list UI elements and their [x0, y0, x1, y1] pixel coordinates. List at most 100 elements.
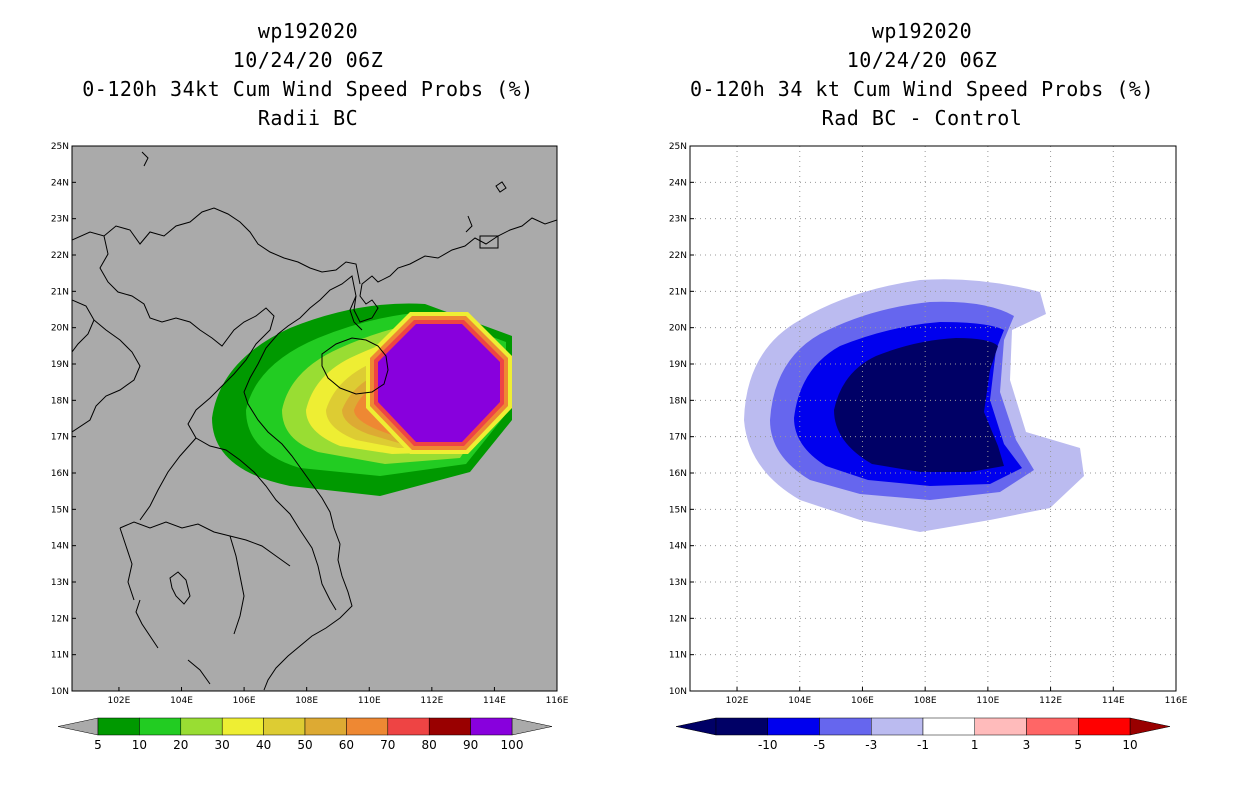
left-colorbar-right-arrow	[511, 717, 553, 736]
left-colorbar-label: 70	[380, 738, 395, 752]
left-lat-label: 20N	[51, 324, 69, 334]
left-colorbar-swatch	[263, 717, 306, 736]
left-colorbar-label: 60	[339, 738, 354, 752]
right-colorbar-label: -5	[814, 738, 826, 752]
left-colorbar-swatch	[346, 717, 389, 736]
left-colorbar-label: 20	[173, 738, 188, 752]
right-lat-label: 14N	[669, 542, 687, 552]
left-colorbar-label: 30	[215, 738, 230, 752]
left-colorbar-label: 80	[422, 738, 437, 752]
right-product-title: 0-120h 34 kt Cum Wind Speed Probs (%)	[689, 77, 1155, 101]
right-colorbar-label: -1	[917, 738, 929, 752]
right-colorbar-right-arrow	[1129, 717, 1171, 736]
right-lat-label: 23N	[669, 215, 687, 225]
right-lat-label: 25N	[669, 142, 687, 152]
left-storm-id: wp192020	[257, 19, 359, 43]
right-lat-label: 24N	[669, 178, 687, 188]
right-lat-label: 22N	[669, 251, 687, 261]
right-lon-label: 104E	[788, 696, 811, 706]
right-panel-titles: wp192020 10/24/20 06Z 0-120h 34 kt Cum W…	[662, 17, 1182, 133]
right-lat-label: 21N	[669, 287, 687, 297]
left-colorbar-label: 50	[297, 738, 312, 752]
left-lon-label: 106E	[233, 696, 256, 706]
right-map-frame	[689, 145, 1177, 692]
right-lat-label: 11N	[669, 651, 687, 661]
left-lat-label: 23N	[51, 215, 69, 225]
left-lat-label: 16N	[51, 469, 69, 479]
right-lon-label: 112E	[1039, 696, 1062, 706]
left-lon-label: 116E	[546, 696, 569, 706]
left-colorbar-swatch	[304, 717, 347, 736]
right-colorbar: -10 -5 -3 -1 1 3 5 10	[675, 717, 1171, 752]
left-lon-label: 102E	[107, 696, 130, 706]
left-colorbar-swatch	[97, 717, 140, 736]
right-colorbar-label: -10	[758, 738, 778, 752]
left-lat-label: 18N	[51, 396, 69, 406]
right-colorbar-swatch	[1078, 717, 1131, 736]
left-lon-label: 104E	[170, 696, 193, 706]
left-product-subtitle: Radii BC	[257, 106, 359, 130]
right-colorbar-label: 1	[971, 738, 979, 752]
right-product-subtitle: Rad BC - Control	[821, 106, 1023, 130]
right-colorbar-swatch	[819, 717, 872, 736]
left-colorbar-label: 90	[463, 738, 478, 752]
left-lon-axis: 102E 104E 106E 108E 110E 112E 114E 116E	[107, 687, 569, 706]
right-colorbar-swatch	[871, 717, 924, 736]
left-lon-label: 110E	[358, 696, 381, 706]
right-lat-label: 12N	[669, 614, 687, 624]
right-colorbar-label: 5	[1074, 738, 1082, 752]
right-colorbar-swatch	[974, 717, 1027, 736]
right-datetime: 10/24/20 06Z	[846, 48, 998, 72]
left-lat-label: 17N	[51, 433, 69, 443]
left-probability-contours	[212, 303, 512, 496]
right-storm-id: wp192020	[871, 19, 973, 43]
left-colorbar: 5 10 20 30 40 50 60 70 80 90 100	[57, 717, 553, 752]
right-lat-label: 20N	[669, 324, 687, 334]
left-colorbar-swatch	[428, 717, 471, 736]
left-colorbar-swatch	[221, 717, 264, 736]
left-lon-label: 112E	[420, 696, 443, 706]
right-lon-label: 110E	[976, 696, 999, 706]
right-lon-label: 116E	[1165, 696, 1188, 706]
left-colorbar-label: 10	[132, 738, 147, 752]
right-colorbar-left-arrow	[675, 717, 717, 736]
left-datetime: 10/24/20 06Z	[232, 48, 384, 72]
left-colorbar-label: 5	[94, 738, 102, 752]
right-colorbar-label: 3	[1023, 738, 1031, 752]
right-minus10-region	[834, 338, 1004, 472]
right-lon-label: 108E	[914, 696, 937, 706]
right-colorbar-swatch	[1026, 717, 1079, 736]
left-lat-label: 22N	[51, 251, 69, 261]
right-lat-label: 18N	[669, 396, 687, 406]
left-100pct-region	[378, 324, 500, 442]
right-lon-label: 102E	[726, 696, 749, 706]
left-colorbar-swatch	[387, 717, 430, 736]
right-lon-axis: 102E 104E 106E 108E 110E 112E 114E 116E	[726, 687, 1188, 706]
left-map-frame	[71, 145, 558, 692]
right-colorbar-swatch	[922, 717, 975, 736]
right-lat-label: 17N	[669, 433, 687, 443]
left-lat-label: 15N	[51, 505, 69, 515]
left-lon-label: 108E	[295, 696, 318, 706]
right-lat-label: 13N	[669, 578, 687, 588]
right-map: 25N 24N 23N 22N 21N 20N 19N 18N 17N 16N 15N 14N 13N 1…	[669, 142, 1188, 706]
left-lat-label: 14N	[51, 542, 69, 552]
left-product-title: 0-120h 34kt Cum Wind Speed Probs (%)	[82, 77, 534, 101]
left-lat-label: 19N	[51, 360, 69, 370]
right-lon-label: 106E	[851, 696, 874, 706]
right-lat-label: 15N	[669, 505, 687, 515]
right-colorbar-swatch	[715, 717, 768, 736]
right-colorbar-swatch	[767, 717, 820, 736]
left-lat-label: 11N	[51, 651, 69, 661]
left-colorbar-label: 40	[256, 738, 271, 752]
left-panel-titles: wp192020 10/24/20 06Z 0-120h 34kt Cum Wi…	[48, 17, 568, 133]
left-lat-label: 24N	[51, 178, 69, 188]
left-colorbar-swatch	[470, 717, 513, 736]
right-colorbar-label: -3	[865, 738, 877, 752]
right-lat-label: 19N	[669, 360, 687, 370]
right-lon-label: 114E	[1102, 696, 1125, 706]
left-colorbar-swatch	[139, 717, 182, 736]
right-lat-axis: 25N 24N 23N 22N 21N 20N 19N 18N 17N 16N 15N 14N 13N 1…	[669, 142, 694, 697]
left-lat-label: 13N	[51, 578, 69, 588]
